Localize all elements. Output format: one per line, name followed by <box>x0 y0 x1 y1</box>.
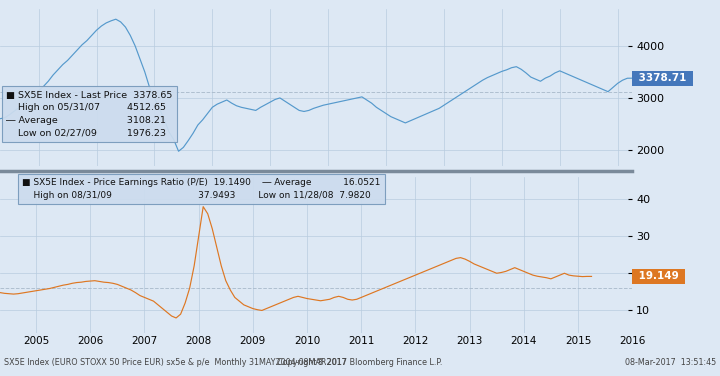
Text: SX5E Index (EURO STOXX 50 Price EUR) sx5e & p/e  Monthly 31MAY2004-08MAR2017: SX5E Index (EURO STOXX 50 Price EUR) sx5… <box>4 358 346 367</box>
Text: Copyright® 2017 Bloomberg Finance L.P.: Copyright® 2017 Bloomberg Finance L.P. <box>277 358 443 367</box>
Text: 08-Mar-2017  13:51:45: 08-Mar-2017 13:51:45 <box>625 358 716 367</box>
Text: ■ SX5E Index - Price Earnings Ratio (P/E)  19.1490    ― Average           16.052: ■ SX5E Index - Price Earnings Ratio (P/E… <box>22 178 380 200</box>
Text: 3378.71: 3378.71 <box>635 73 690 83</box>
Text: ■ SX5E Index - Last Price  3378.65
    High on 05/31/07         4512.65
― Averag: ■ SX5E Index - Last Price 3378.65 High o… <box>6 91 173 137</box>
Text: 19.149: 19.149 <box>635 271 683 281</box>
